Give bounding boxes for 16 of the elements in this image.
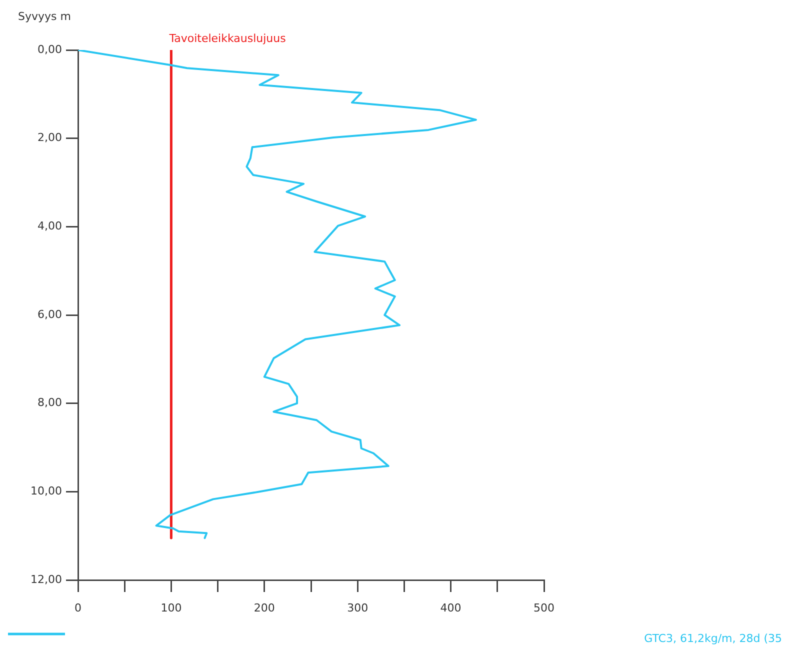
x-tick-label: 200 [254, 601, 275, 614]
y-tick-label: 8,00 [38, 396, 62, 410]
x-tick-label: 400 [440, 601, 462, 614]
y-tick-label: 0,00 [38, 42, 62, 56]
y-tick-label: 4,00 [38, 220, 62, 233]
x-tick-label: 300 [347, 601, 368, 614]
y-tick-label: 2,00 [38, 131, 62, 144]
y-tick-label: 12,00 [30, 572, 62, 586]
series-label: Tavoiteleikkauslujuus [168, 32, 286, 45]
x-tick-label: 100 [160, 601, 182, 614]
text: GTC3, 61,2kg/m, 28d (35 [644, 632, 782, 645]
y-axis-title: Syvyys m [18, 10, 71, 23]
x-tick-label: 500 [534, 601, 554, 614]
y-tick-label: 6,00 [38, 308, 62, 321]
x-tick-label: 0 [74, 601, 82, 614]
y-tick-label: 10,00 [30, 484, 62, 498]
